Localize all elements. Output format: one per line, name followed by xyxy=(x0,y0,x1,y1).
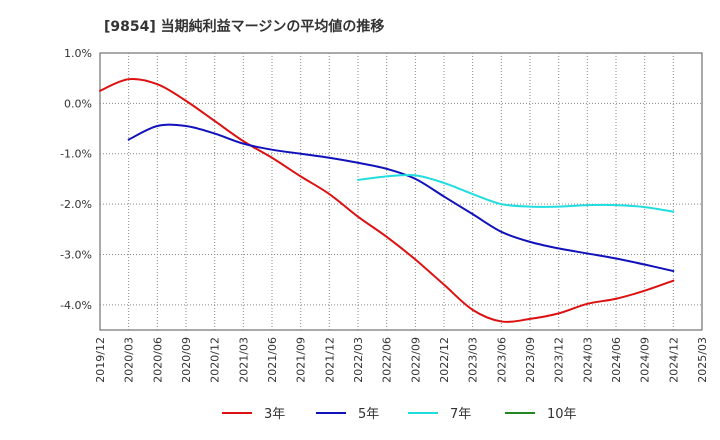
legend: 3年 5年 7年 10年 xyxy=(222,407,577,422)
x-tick-label: 2025/03 xyxy=(696,337,709,383)
series-line xyxy=(99,77,675,323)
x-tick-label: 2020/09 xyxy=(180,337,193,383)
y-tick-label: -4.0% xyxy=(60,299,92,312)
plot-area: 2019/12 2020/03 2020/06 2020/09 2020/12 2021/… xyxy=(60,47,709,383)
series-line xyxy=(127,123,675,273)
x-tick-label: 2021/12 xyxy=(323,337,336,383)
x-tick-label: 2021/03 xyxy=(237,337,250,383)
chart-title: [9854] 当期純利益マージンの平均値の推移 xyxy=(104,18,384,35)
x-tick-label: 2020/03 xyxy=(123,337,136,383)
series-line xyxy=(357,173,675,213)
x-tick-label: 2023/12 xyxy=(553,337,566,383)
x-tick-label: 2024/03 xyxy=(581,337,594,383)
x-tick-label: 2021/06 xyxy=(266,337,279,383)
x-tick-label: 2024/12 xyxy=(667,337,680,383)
x-tick-label: 2023/03 xyxy=(467,337,480,383)
y-tick-label: 1.0% xyxy=(64,47,92,60)
y-tick-label: -2.0% xyxy=(60,198,92,211)
x-tick-label: 2024/09 xyxy=(639,337,652,383)
x-tick-label: 2022/03 xyxy=(352,337,365,383)
x-tick-label: 2022/06 xyxy=(381,337,394,383)
y-tick-label: -1.0% xyxy=(60,148,92,161)
legend-label: 10年 xyxy=(547,407,577,422)
x-tick-label: 2021/09 xyxy=(295,337,308,383)
x-tick-label: 2024/06 xyxy=(610,337,623,383)
x-tick-label: 2020/12 xyxy=(209,337,222,383)
legend-label: 5年 xyxy=(358,407,379,422)
y-tick-label: 0.0% xyxy=(64,97,92,110)
x-tick-label: 2022/12 xyxy=(438,337,451,383)
legend-label: 7年 xyxy=(450,407,471,422)
legend-label: 3年 xyxy=(264,407,285,422)
x-tick-label: 2023/09 xyxy=(524,337,537,383)
y-tick-label: -3.0% xyxy=(60,248,92,261)
x-tick-label: 2020/06 xyxy=(151,337,164,383)
x-tick-label: 2019/12 xyxy=(94,337,107,383)
x-tick-label: 2023/06 xyxy=(495,337,508,383)
x-tick-label: 2022/09 xyxy=(409,337,422,383)
plot-frame xyxy=(99,52,703,331)
